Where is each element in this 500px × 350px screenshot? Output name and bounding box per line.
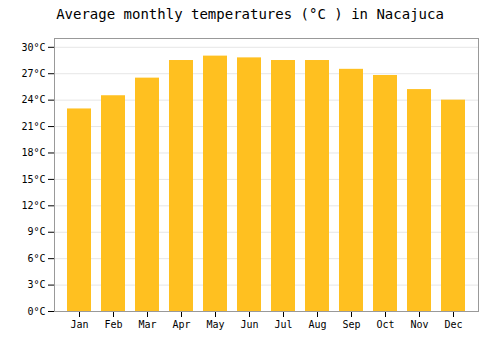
svg-text:30°C: 30°C xyxy=(21,42,45,53)
svg-text:Jan: Jan xyxy=(70,319,88,330)
svg-text:Jun: Jun xyxy=(240,319,258,330)
svg-text:3°C: 3°C xyxy=(27,279,45,290)
svg-text:12°C: 12°C xyxy=(21,200,45,211)
svg-text:15°C: 15°C xyxy=(21,174,45,185)
svg-text:9°C: 9°C xyxy=(27,226,45,237)
svg-text:Jul: Jul xyxy=(274,319,292,330)
svg-text:Oct: Oct xyxy=(376,319,394,330)
svg-text:Feb: Feb xyxy=(104,319,122,330)
svg-text:Mar: Mar xyxy=(138,319,156,330)
svg-text:May: May xyxy=(206,319,224,330)
svg-text:21°C: 21°C xyxy=(21,121,45,132)
svg-text:Aug: Aug xyxy=(308,319,326,330)
svg-text:Nov: Nov xyxy=(410,319,428,330)
svg-text:27°C: 27°C xyxy=(21,68,45,79)
svg-text:6°C: 6°C xyxy=(27,253,45,264)
svg-text:0°C: 0°C xyxy=(27,306,45,317)
svg-text:Dec: Dec xyxy=(444,319,462,330)
svg-text:Apr: Apr xyxy=(172,319,190,330)
svg-text:Sep: Sep xyxy=(342,319,360,330)
html-text:Average monthly temperatures (: Average monthly temperatures (°C ) in Na… xyxy=(56,6,444,22)
svg-text:24°C: 24°C xyxy=(21,94,45,105)
svg-text:18°C: 18°C xyxy=(21,147,45,158)
